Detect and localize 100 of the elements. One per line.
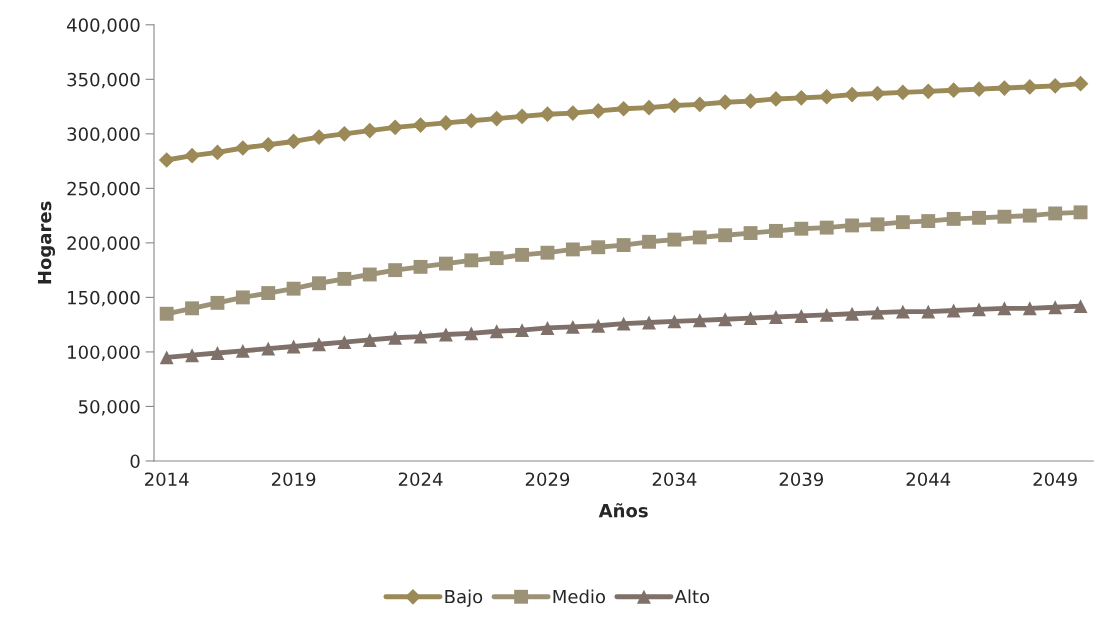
point (539, 106, 556, 123)
point (210, 346, 225, 360)
legend-label: Alto (674, 589, 710, 604)
y-axis-title: Hogares (37, 201, 56, 284)
point (692, 313, 707, 328)
point (819, 307, 834, 322)
legend-label: Bajo (445, 589, 483, 607)
point (413, 329, 428, 344)
point (794, 309, 809, 323)
point (515, 323, 530, 338)
point (159, 350, 174, 365)
point (261, 286, 276, 300)
x-tick-label: 2019 (271, 472, 316, 487)
point (972, 210, 986, 225)
point (845, 306, 860, 321)
point (515, 247, 530, 262)
point (362, 267, 377, 282)
point (768, 223, 783, 238)
point (234, 140, 251, 156)
point (463, 112, 480, 129)
point (1048, 206, 1063, 221)
legend-label: Medio (553, 589, 606, 604)
point (159, 306, 174, 321)
point (1047, 78, 1064, 94)
point (768, 310, 783, 324)
point (818, 88, 835, 105)
point (286, 339, 301, 354)
x-axis-title: Años (598, 503, 648, 518)
point (972, 302, 986, 317)
point (768, 91, 784, 107)
point (438, 115, 454, 131)
point (438, 327, 453, 342)
point (794, 221, 809, 236)
point (1072, 75, 1089, 92)
point (616, 238, 631, 253)
point (464, 326, 479, 341)
point (591, 240, 606, 255)
point (489, 324, 504, 339)
point (692, 230, 707, 245)
point (261, 341, 276, 356)
point (438, 256, 453, 271)
point (488, 110, 505, 127)
point (285, 133, 302, 150)
x-tick-label: 2024 (398, 472, 443, 487)
point (641, 99, 657, 116)
point (185, 301, 200, 316)
point (996, 80, 1013, 96)
point (1073, 299, 1088, 314)
point (565, 319, 580, 334)
point (464, 253, 479, 268)
y-tick-label: 400,000 (67, 18, 140, 34)
point (844, 86, 860, 103)
point (1022, 208, 1037, 223)
point (870, 305, 885, 320)
point (590, 103, 607, 119)
point (158, 152, 175, 168)
point (565, 105, 581, 121)
point (337, 335, 352, 350)
point (895, 215, 910, 230)
point (666, 97, 683, 114)
point (540, 320, 555, 335)
point (235, 290, 250, 305)
point (210, 295, 225, 310)
point (413, 259, 428, 274)
y-tick-label: 250,000 (67, 181, 140, 198)
point (971, 81, 987, 97)
point (388, 263, 403, 278)
y-tick-label: 200,000 (67, 236, 140, 252)
point (312, 276, 326, 291)
point (312, 337, 326, 352)
point (869, 85, 886, 102)
point (691, 96, 708, 113)
point (718, 228, 733, 243)
point (895, 304, 910, 319)
point (209, 144, 226, 161)
point (718, 312, 733, 327)
point (361, 122, 378, 139)
point (921, 304, 936, 319)
x-tick-label: 2014 (145, 472, 189, 487)
point (388, 330, 403, 345)
point (870, 217, 885, 232)
point (742, 93, 759, 109)
point (362, 332, 377, 347)
point (185, 348, 200, 363)
point (997, 209, 1012, 224)
point (667, 232, 682, 247)
x-tick-label: 2049 (1033, 472, 1077, 487)
point (412, 117, 429, 133)
point (845, 218, 860, 233)
point (1073, 205, 1088, 220)
x-tick-label: 2039 (779, 472, 824, 487)
point (946, 211, 961, 226)
point (184, 147, 200, 164)
point (311, 129, 327, 145)
x-tick-label: 2029 (525, 472, 570, 487)
point (286, 281, 301, 296)
point (1022, 301, 1037, 316)
point (921, 214, 936, 229)
x-tick-label: 2034 (652, 472, 697, 487)
point (336, 125, 353, 142)
